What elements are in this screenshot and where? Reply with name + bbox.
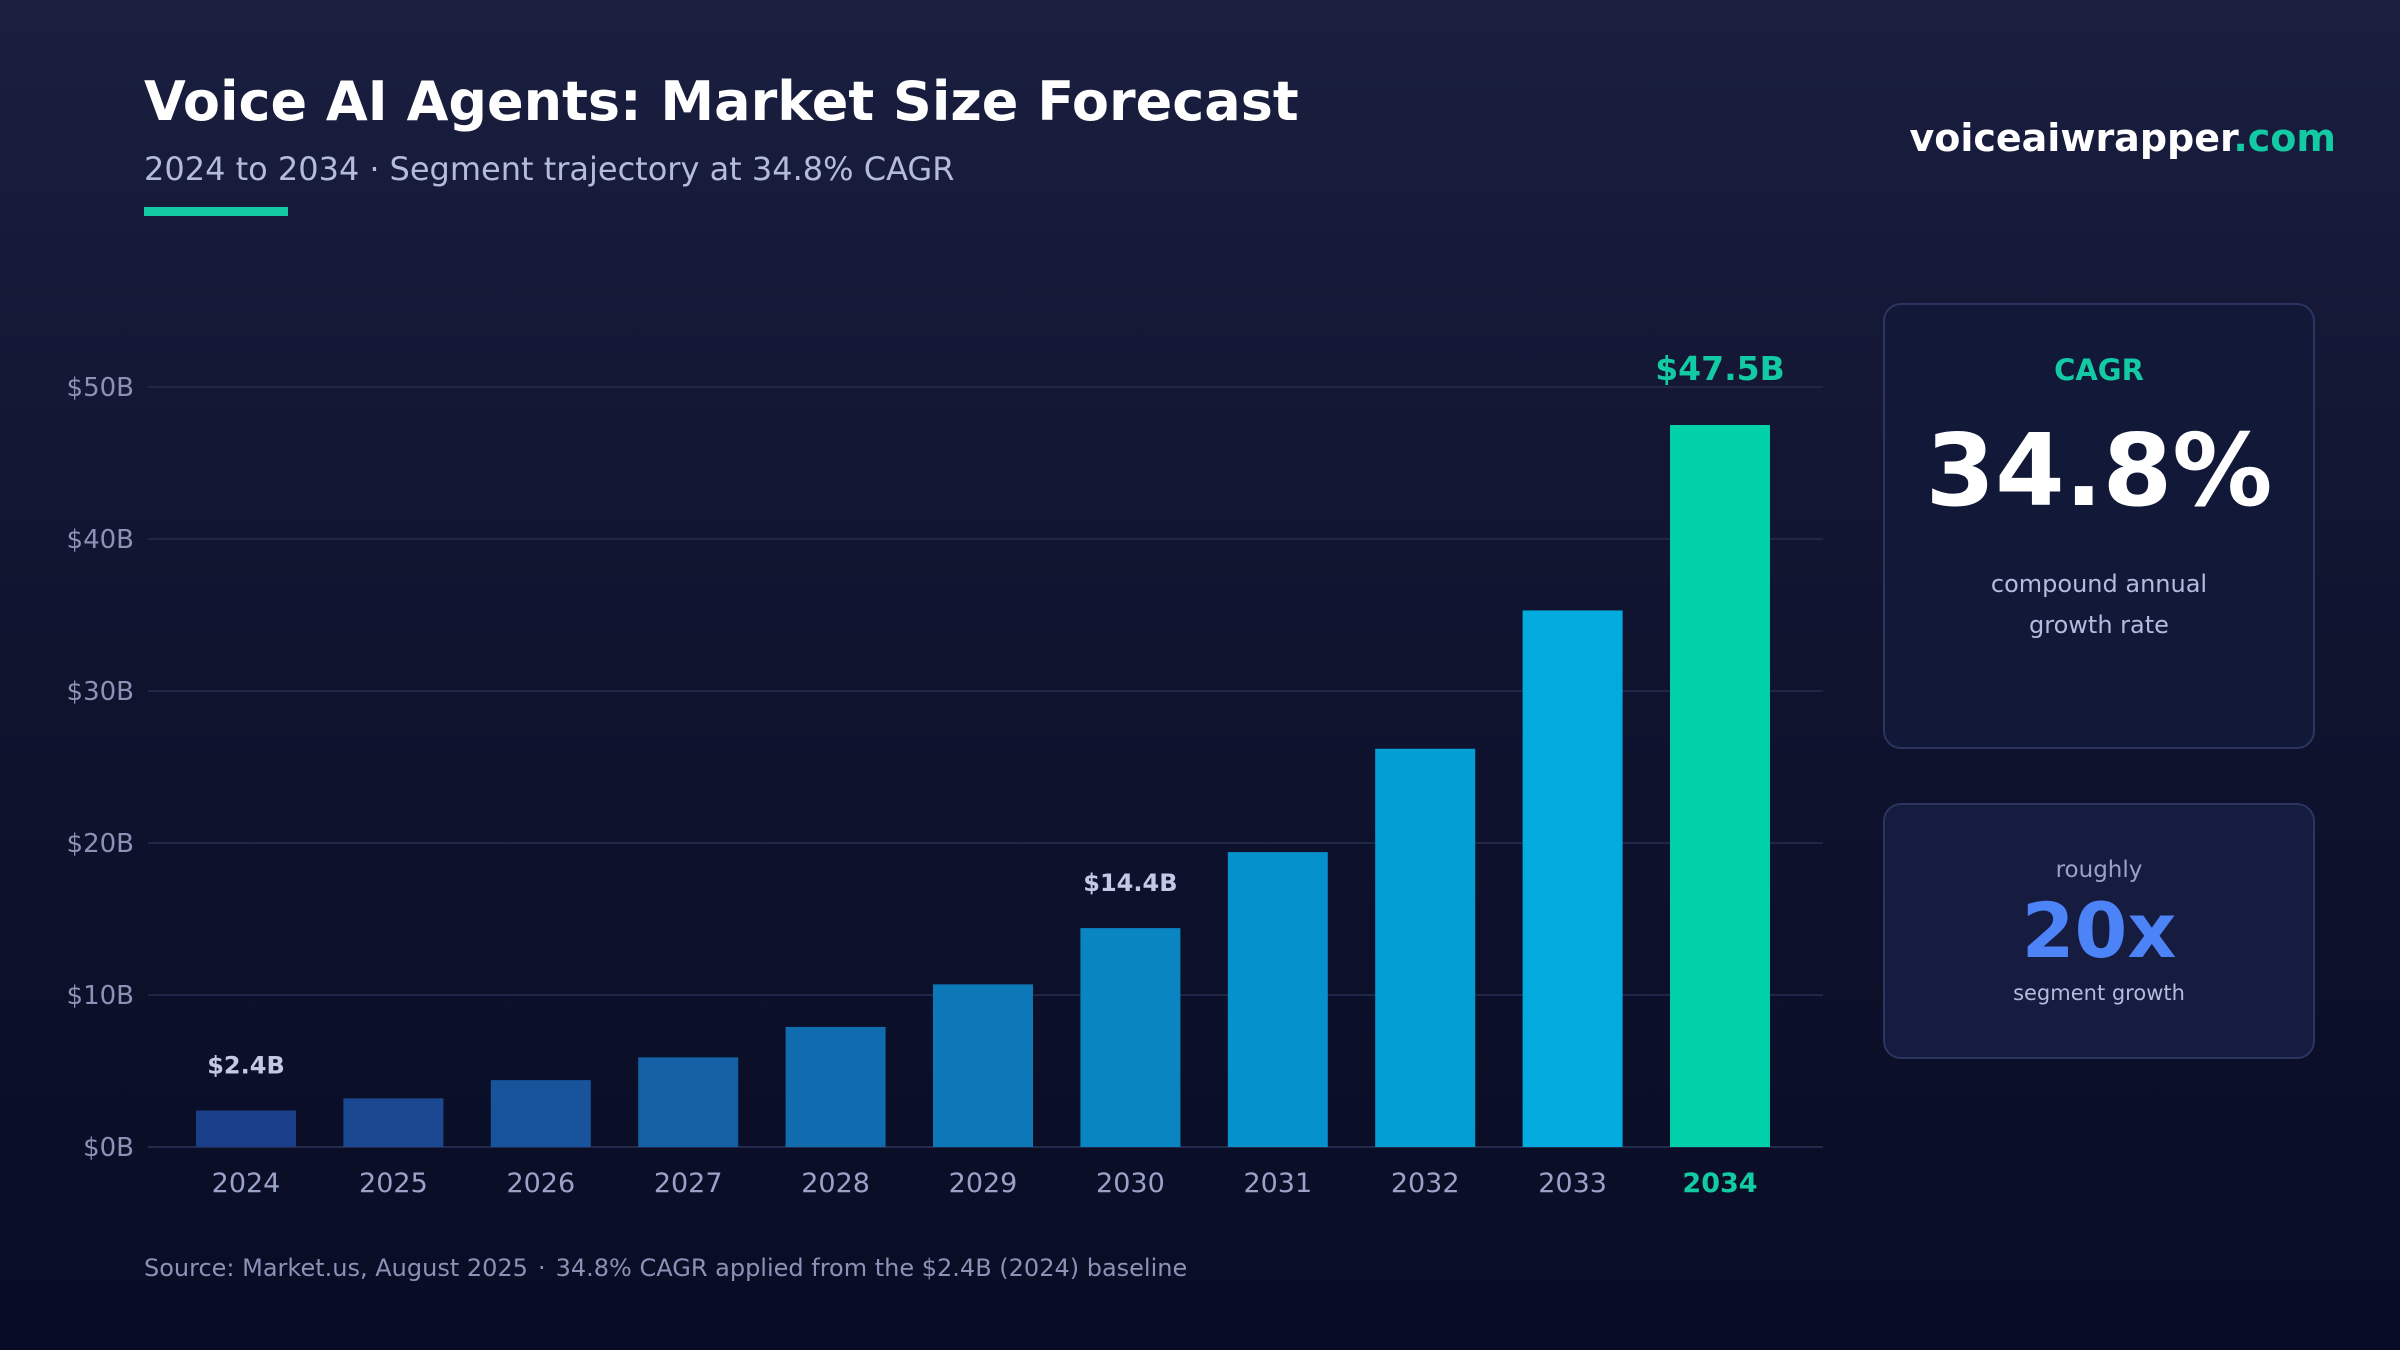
bar	[785, 1026, 886, 1147]
data-label: $14.4B	[1083, 869, 1177, 897]
y-tick-label: $20B	[67, 829, 134, 859]
y-tick-label: $40B	[67, 525, 134, 555]
y-tick-label: $10B	[67, 981, 134, 1011]
cagr-desc-line2: growth rate	[2029, 611, 2169, 639]
x-tick-label: 2028	[801, 1168, 870, 1199]
chart-title: Voice AI Agents: Market Size Forecast	[144, 70, 1299, 133]
brand-logo: voiceaiwrapper.com	[1909, 116, 2336, 160]
y-tick-label: $0B	[83, 1133, 134, 1163]
bar	[196, 1110, 296, 1147]
growth-prefix: roughly	[2055, 857, 2143, 883]
title-accent-bar	[144, 207, 288, 216]
growth-description: segment growth	[2013, 980, 2185, 1005]
x-tick-label: 2033	[1538, 1168, 1607, 1199]
y-tick-label: $30B	[67, 677, 134, 707]
bar	[1522, 610, 1623, 1147]
bar	[1080, 928, 1181, 1147]
subtitle-range: 2024 to 2034	[144, 150, 360, 188]
bar	[1227, 852, 1328, 1147]
cagr-desc-line1: compound annual	[1990, 570, 2208, 598]
bar	[490, 1080, 591, 1147]
source-detail: 34.8% CAGR applied from the $2.4B (2024)…	[555, 1254, 1188, 1282]
x-tick-label: 2031	[1243, 1168, 1312, 1199]
x-tick-label: 2027	[654, 1168, 723, 1199]
x-tick-label: 2030	[1096, 1168, 1165, 1199]
chart-subtitle: 2024 to 2034 · Segment trajectory at 34.8%…	[144, 150, 954, 188]
x-tick-label: 2034	[1682, 1168, 1757, 1199]
source-separator: ·	[537, 1254, 546, 1282]
x-tick-label: 2029	[949, 1168, 1018, 1199]
bar	[933, 984, 1033, 1147]
data-label: $2.4B	[207, 1052, 285, 1080]
bar	[343, 1098, 444, 1147]
cagr-card: CAGR 34.8% compound annual growth rate	[1883, 303, 2315, 749]
x-tick-label: 2026	[506, 1168, 575, 1199]
x-tick-label: 2024	[212, 1168, 281, 1199]
cagr-value: 34.8%	[1925, 412, 2273, 529]
bar	[1375, 748, 1476, 1147]
bar	[638, 1057, 739, 1147]
x-tick-label: 2032	[1391, 1168, 1460, 1199]
x-tick-label: 2025	[359, 1168, 428, 1199]
cagr-description: compound annual growth rate	[1885, 564, 2313, 646]
y-tick-label: $50B	[67, 373, 134, 403]
subtitle-detail: Segment trajectory at 34.8% CAGR	[389, 150, 955, 188]
subtitle-separator: ·	[369, 150, 380, 188]
growth-value: 20x	[2021, 886, 2177, 975]
cagr-label: CAGR	[2054, 353, 2144, 387]
source-note: Source: Market.us, August 2025 · 34.8% CAG…	[144, 1254, 1187, 1282]
data-label: $47.5B	[1655, 349, 1785, 388]
growth-card: roughly 20x segment growth	[1883, 803, 2315, 1059]
brand-tld: .com	[2233, 116, 2336, 160]
bar	[1670, 425, 1770, 1147]
brand-name: voiceaiwrapper	[1909, 116, 2234, 160]
source-text: Source: Market.us, August 2025	[144, 1254, 528, 1282]
